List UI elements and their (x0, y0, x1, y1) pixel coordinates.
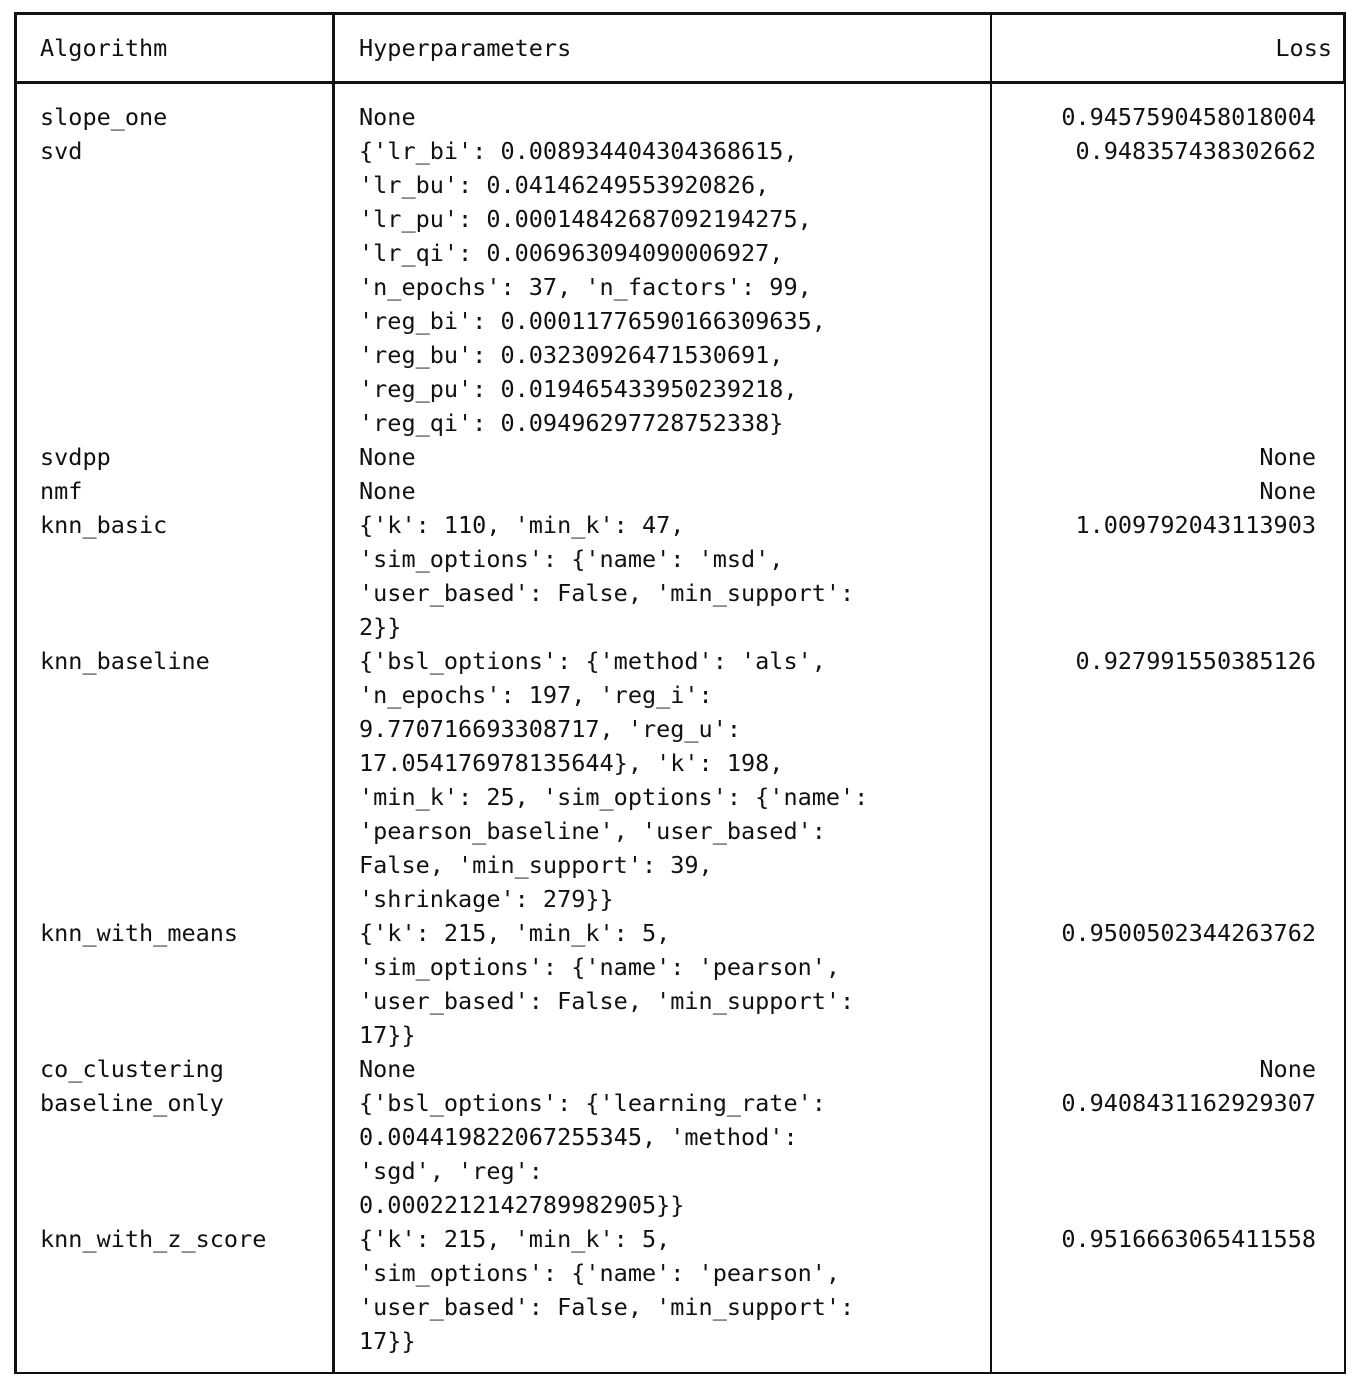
algorithm-cell: nmf (40, 477, 83, 505)
loss-cell: None (1259, 443, 1316, 471)
hyperparameters-cell: {'bsl_options': {'method': 'als', 'n_epo… (359, 647, 869, 913)
hyperparameters-cell: {'k': 215, 'min_k': 5, 'sim_options': {'… (359, 919, 855, 1049)
hyperparameters-cell: {'lr_bi': 0.008934404304368615, 'lr_bu':… (359, 137, 826, 437)
algorithm-cell: co_clustering (40, 1055, 224, 1083)
table-border-right (1344, 12, 1346, 1374)
table-row: slope_one None 0.9457590458018004 (14, 100, 1346, 134)
table-header (14, 12, 1346, 84)
table-row: knn_basic {'k': 110, 'min_k': 47, 'sim_op… (14, 508, 1346, 644)
column-divider-1 (332, 12, 335, 1374)
algorithm-cell: knn_basic (40, 511, 168, 539)
loss-cell: 1.009792043113903 (1075, 511, 1316, 539)
table-row: svdpp None None (14, 440, 1346, 474)
loss-cell: 0.9408431162929307 (1061, 1089, 1316, 1117)
loss-cell: 0.927991550385126 (1075, 647, 1316, 675)
algorithm-cell: knn_baseline (40, 647, 210, 675)
algorithm-cell: knn_with_means (40, 919, 239, 947)
table-border-bottom (14, 1372, 1346, 1374)
table-row: baseline_only {'bsl_options': {'learning_… (14, 1086, 1346, 1222)
table-border-left (14, 12, 17, 1374)
algorithm-cell: svd (40, 137, 83, 165)
algorithm-cell: svdpp (40, 443, 111, 471)
hyperparameters-cell: {'bsl_options': {'learning_rate': 0.0044… (359, 1089, 826, 1219)
hyperparameters-cell: {'k': 215, 'min_k': 5, 'sim_options': {'… (359, 1225, 855, 1355)
table-row: co_clustering None None (14, 1052, 1346, 1086)
table-row: svd {'lr_bi': 0.008934404304368615, 'lr_b… (14, 134, 1346, 440)
loss-cell: None (1259, 1055, 1316, 1083)
table-row: knn_with_means {'k': 215, 'min_k': 5, 'si… (14, 916, 1346, 1052)
loss-cell: 0.9500502344263762 (1061, 919, 1316, 947)
algorithm-cell: baseline_only (40, 1089, 224, 1117)
algorithm-cell: knn_with_z_score (40, 1225, 267, 1253)
table-row: nmf None None (14, 474, 1346, 508)
hyperparameters-cell: None (359, 103, 416, 131)
table-row: knn_with_z_score {'k': 215, 'min_k': 5, '… (14, 1222, 1346, 1358)
loss-cell: 0.9457590458018004 (1061, 103, 1316, 131)
loss-cell: None (1259, 477, 1316, 505)
table-body: slope_one None 0.9457590458018004 svd {'lr_b… (14, 100, 1346, 1358)
hyperparameters-cell: None (359, 443, 416, 471)
table-row: knn_baseline {'bsl_options': {'method': '… (14, 644, 1346, 916)
header-hyperparameters: Hyperparameters (359, 34, 572, 62)
hyperparameters-cell: None (359, 477, 416, 505)
header-loss: Loss (1275, 34, 1332, 62)
algorithm-cell: slope_one (40, 103, 168, 131)
loss-cell: 0.9516663065411558 (1061, 1225, 1316, 1253)
hyperparameters-cell: {'k': 110, 'min_k': 47, 'sim_options': {… (359, 511, 855, 641)
hyperparameters-cell: None (359, 1055, 416, 1083)
loss-cell: 0.948357438302662 (1075, 137, 1316, 165)
header-algorithm: Algorithm (40, 34, 168, 62)
column-divider-2 (990, 12, 992, 1374)
results-table: Algorithm Hyperparameters Loss slope_one… (14, 12, 1346, 1374)
